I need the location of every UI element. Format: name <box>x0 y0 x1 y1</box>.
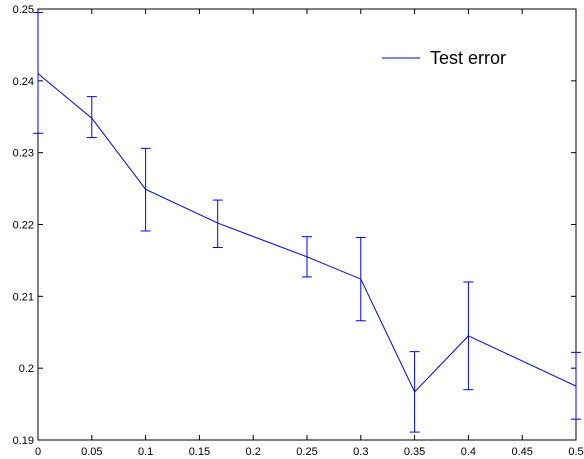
x-tick-label: 0.1 <box>138 446 153 458</box>
y-tick-label: 0.25 <box>13 4 34 16</box>
plot-frame <box>37 8 577 441</box>
axis-tick-labels: 0 0.05 0.1 0.15 0.2 0.25 0.3 0.35 0.4 0.45 0.5 0.19… <box>13 4 584 458</box>
y-tick-label: 0.23 <box>13 148 34 160</box>
series-lines <box>37 73 577 393</box>
x-tick-label: 0.3 <box>353 446 368 458</box>
y-tick-label: 0.24 <box>13 76 34 88</box>
series-line-test-error <box>37 73 577 393</box>
legend: Test error <box>382 48 506 68</box>
x-tick-label: 0.35 <box>404 446 425 458</box>
x-tick-label: 0.25 <box>296 446 317 458</box>
axis-ticks <box>37 8 577 441</box>
x-tick-label: 0 <box>35 446 41 458</box>
x-tick-label: 0.45 <box>511 446 532 458</box>
x-tick-label: 0.2 <box>246 446 261 458</box>
y-tick-label: 0.2 <box>19 363 34 375</box>
y-tick-label: 0.22 <box>13 220 34 232</box>
y-tick-label: 0.19 <box>13 435 34 447</box>
x-tick-label: 0.4 <box>461 446 476 458</box>
x-tick-label: 0.15 <box>189 446 210 458</box>
y-tick-label: 0.21 <box>13 291 34 303</box>
legend-label: Test error <box>430 48 506 68</box>
x-tick-label: 0.5 <box>568 446 583 458</box>
x-tick-label: 0.05 <box>81 446 102 458</box>
